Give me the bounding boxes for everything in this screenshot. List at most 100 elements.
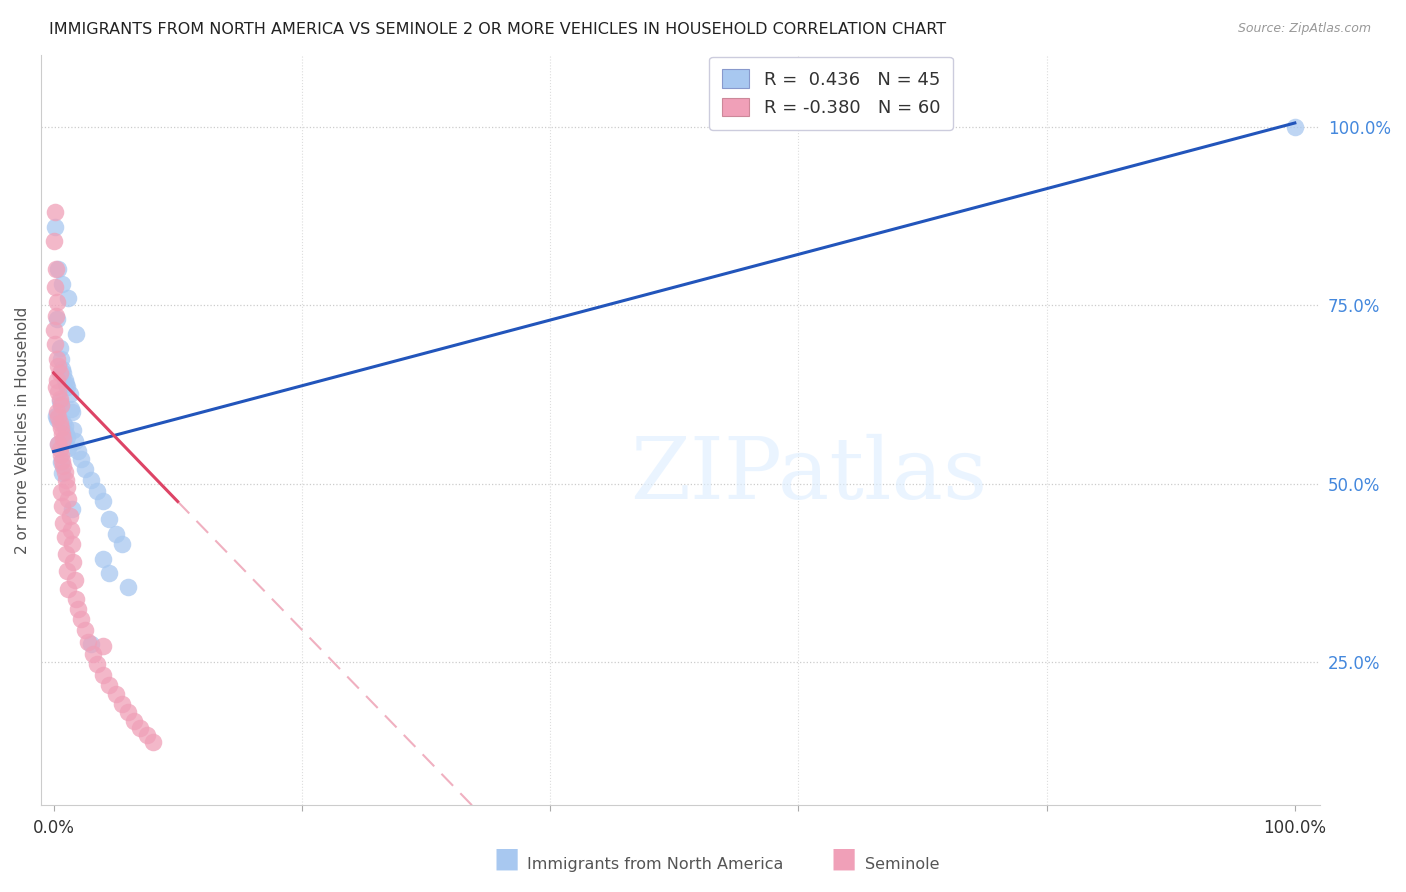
Point: [82, 647, 104, 661]
Point: [60, 501, 83, 516]
Text: ■: ■: [494, 845, 519, 872]
Point: [67, 444, 90, 458]
Point: [49, 398, 72, 412]
Point: [53, 373, 76, 387]
Point: [60, 537, 83, 551]
Text: Source: ZipAtlas.com: Source: ZipAtlas.com: [1237, 22, 1371, 36]
Point: [67, 601, 90, 615]
Point: [45, 309, 67, 323]
Point: [58, 582, 80, 597]
Point: [52, 516, 75, 530]
Point: [80, 473, 103, 487]
Point: [48, 442, 70, 457]
Point: [104, 687, 127, 701]
Point: [63, 573, 86, 587]
Point: [58, 291, 80, 305]
Text: ZIPatlas: ZIPatlas: [630, 434, 987, 516]
Point: [56, 430, 79, 444]
Point: [48, 410, 70, 425]
Point: [69, 451, 91, 466]
Point: [49, 448, 72, 462]
Point: [53, 419, 76, 434]
Point: [44, 280, 66, 294]
Point: [49, 398, 72, 412]
Point: [104, 526, 127, 541]
Point: [62, 423, 84, 437]
Point: [49, 421, 72, 435]
Point: [46, 405, 69, 419]
Point: [117, 705, 139, 719]
Point: [51, 454, 73, 468]
Point: [98, 678, 121, 692]
Point: [91, 640, 114, 654]
Point: [48, 262, 70, 277]
Point: [111, 697, 134, 711]
Point: [48, 341, 70, 355]
Point: [56, 380, 79, 394]
Point: [48, 359, 70, 373]
Point: [51, 500, 73, 514]
Point: [62, 555, 84, 569]
Point: [45, 262, 67, 277]
Point: [48, 366, 70, 380]
Point: [46, 412, 69, 426]
Point: [52, 433, 75, 447]
Point: [129, 721, 152, 735]
Point: [51, 362, 73, 376]
Point: [55, 376, 77, 391]
Point: [48, 385, 70, 400]
Point: [65, 326, 87, 341]
Text: Seminole: Seminole: [865, 857, 939, 872]
Point: [142, 735, 165, 749]
Point: [44, 337, 66, 351]
Point: [52, 459, 75, 474]
Point: [52, 366, 75, 380]
Point: [117, 580, 139, 594]
Point: [49, 485, 72, 500]
Point: [56, 564, 79, 578]
Point: [98, 512, 121, 526]
Point: [51, 277, 73, 291]
Point: [59, 508, 82, 523]
Point: [55, 473, 77, 487]
Text: ■: ■: [831, 845, 856, 872]
Point: [45, 380, 67, 394]
Point: [46, 312, 69, 326]
Point: [46, 294, 69, 309]
Point: [48, 437, 70, 451]
Point: [65, 592, 87, 607]
Point: [73, 462, 96, 476]
Point: [55, 426, 77, 441]
Point: [135, 728, 157, 742]
Point: [42, 234, 65, 248]
Point: [51, 426, 73, 441]
Point: [53, 530, 76, 544]
Point: [98, 566, 121, 580]
Point: [59, 401, 82, 416]
Point: [48, 437, 70, 451]
Point: [80, 637, 103, 651]
Point: [86, 657, 108, 671]
Point: [46, 351, 69, 366]
Point: [59, 387, 82, 401]
Point: [86, 483, 108, 498]
Point: [44, 219, 66, 234]
Point: [48, 392, 70, 407]
Point: [46, 373, 69, 387]
Point: [49, 351, 72, 366]
Point: [122, 714, 145, 728]
Point: [58, 441, 80, 455]
Point: [49, 455, 72, 469]
Point: [48, 416, 70, 430]
Point: [73, 623, 96, 637]
Point: [59, 523, 82, 537]
Point: [55, 547, 77, 561]
Point: [52, 416, 75, 430]
Text: IMMIGRANTS FROM NORTH AMERICA VS SEMINOLE 2 OR MORE VEHICLES IN HOUSEHOLD CORREL: IMMIGRANTS FROM NORTH AMERICA VS SEMINOL…: [49, 22, 946, 37]
Point: [51, 466, 73, 480]
Point: [91, 551, 114, 566]
Point: [58, 492, 80, 507]
Point: [53, 465, 76, 479]
Text: Immigrants from North America: Immigrants from North America: [527, 857, 783, 872]
Y-axis label: 2 or more Vehicles in Household: 2 or more Vehicles in Household: [15, 307, 30, 554]
